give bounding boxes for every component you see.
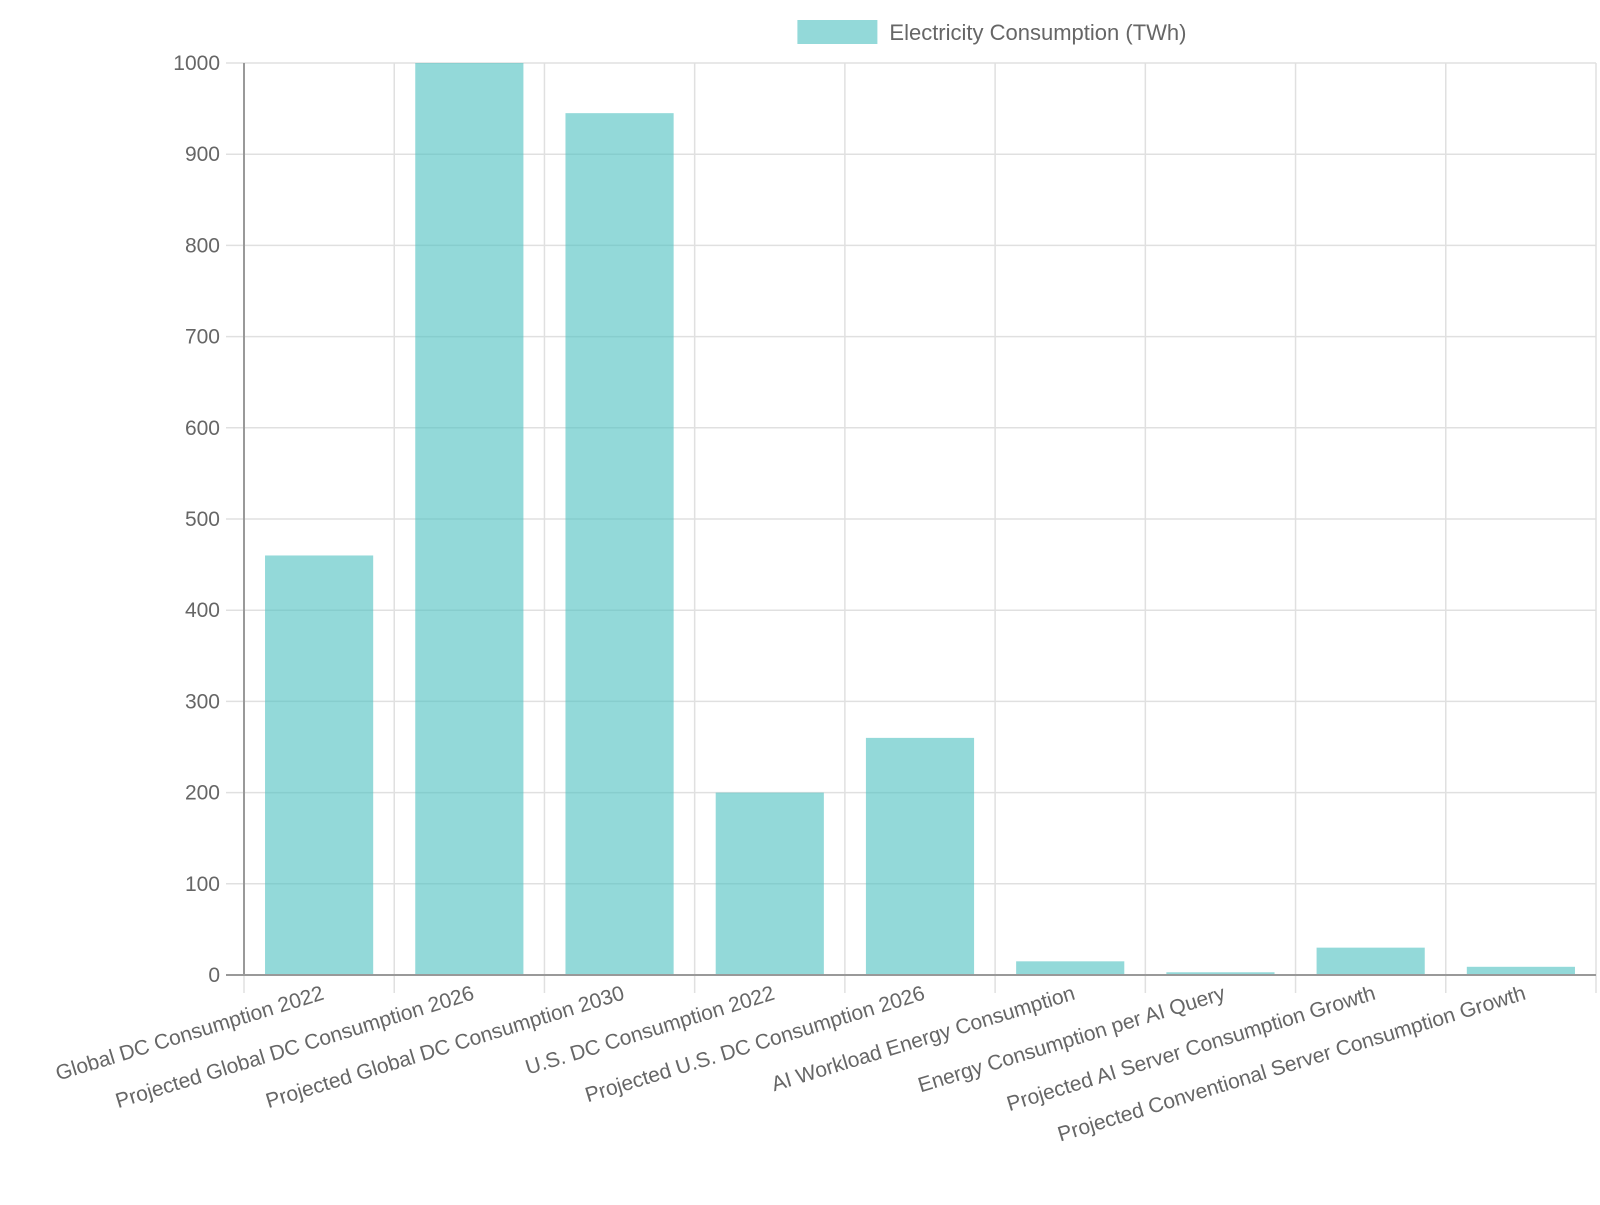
y-tick-label: 800 [185, 234, 220, 257]
y-tick-label: 400 [185, 599, 220, 622]
legend-swatch[interactable] [797, 20, 878, 44]
bar[interactable] [715, 792, 824, 975]
vertical-gridlines [243, 63, 1597, 993]
bar[interactable] [565, 113, 674, 975]
y-tick-label: 300 [185, 690, 220, 713]
y-tick-label: 1000 [173, 52, 220, 75]
y-tick-label: 900 [185, 143, 220, 166]
y-tick-label: 700 [185, 326, 220, 349]
y-tick-labels: 0 100 200 300 400 500 600 700 800 900 1000 [173, 52, 220, 987]
bar[interactable] [265, 555, 374, 975]
bar[interactable] [1466, 966, 1575, 975]
legend[interactable]: Electricity Consumption (TWh) [797, 20, 1186, 45]
bar[interactable] [415, 63, 524, 975]
y-tick-label: 200 [185, 782, 220, 805]
y-tick-label: 500 [185, 508, 220, 531]
bar[interactable] [1016, 961, 1125, 975]
bar[interactable] [1316, 947, 1425, 975]
bar[interactable] [1166, 972, 1275, 975]
y-tick-label: 100 [185, 873, 220, 896]
y-tick-label: 0 [208, 964, 220, 987]
axes [226, 63, 1596, 976]
bars [265, 63, 1575, 975]
legend-label[interactable]: Electricity Consumption (TWh) [889, 20, 1186, 45]
y-tick-label: 600 [185, 417, 220, 440]
bar[interactable] [865, 737, 975, 975]
